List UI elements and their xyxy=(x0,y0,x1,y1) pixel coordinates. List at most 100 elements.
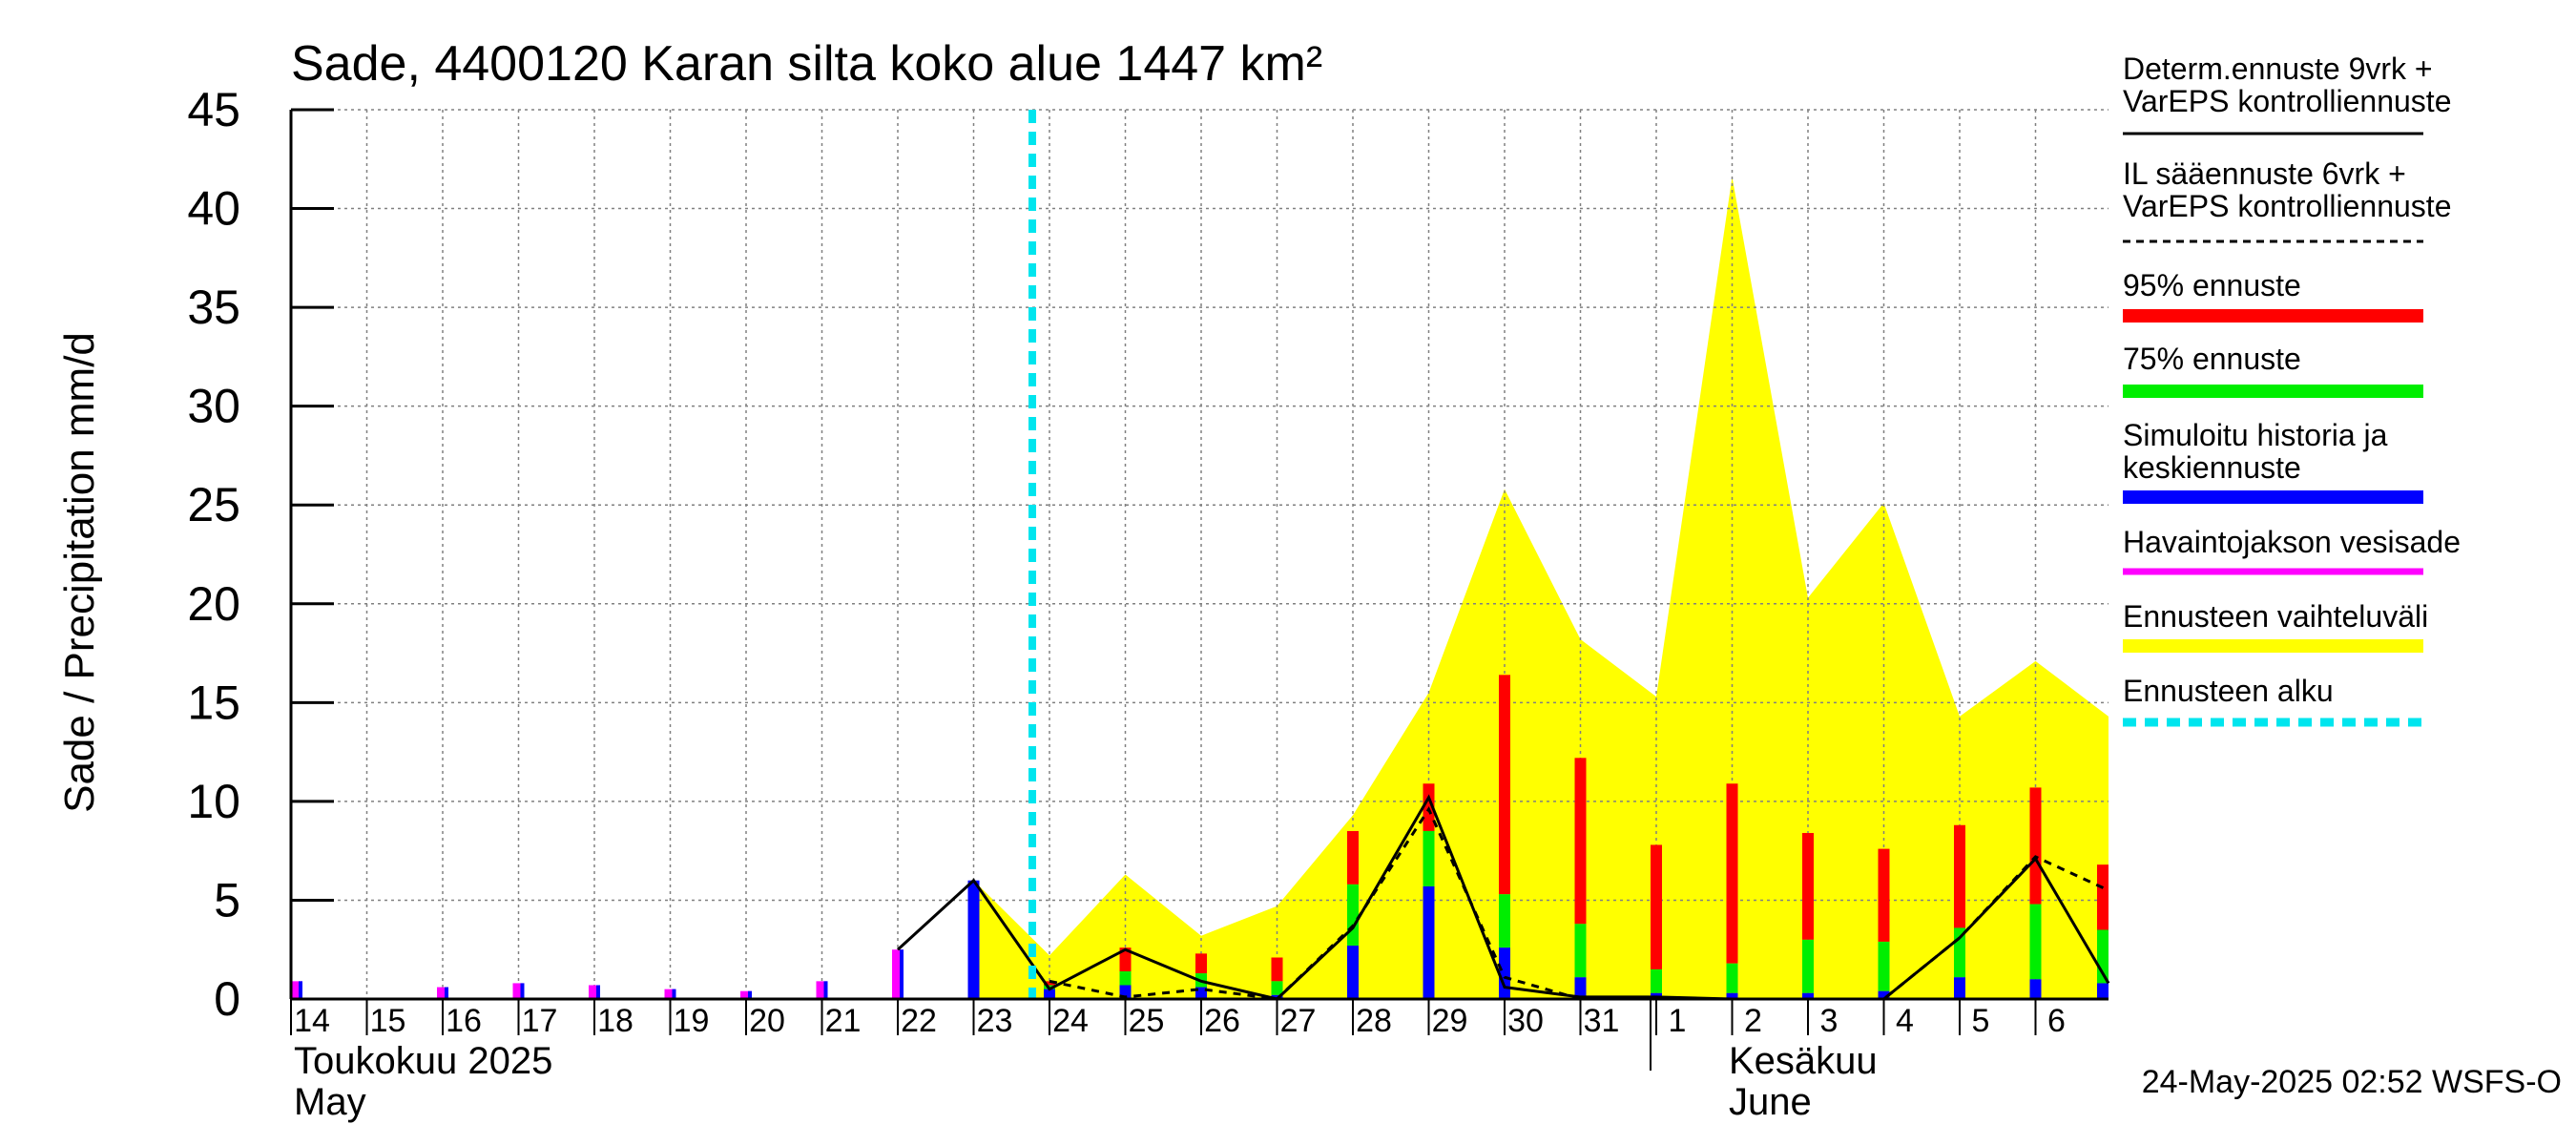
bar-forecast-p50 xyxy=(1878,990,1890,999)
bar-forecast-p50 xyxy=(1044,989,1055,999)
bar-observed-edge xyxy=(900,949,904,999)
x-tick-label: 26 xyxy=(1204,1003,1240,1039)
month-label-may-en: May xyxy=(294,1081,366,1123)
x-tick-label: 20 xyxy=(749,1003,785,1039)
x-tick-label: 18 xyxy=(597,1003,634,1039)
bar-forecast-p50 xyxy=(1195,987,1207,999)
bar-forecast-p50 xyxy=(2029,979,2042,999)
x-tick-label: 19 xyxy=(674,1003,710,1039)
bar-forecast-p95 xyxy=(1726,783,1738,964)
bar-forecast-p95 xyxy=(1271,957,1283,982)
bar-forecast-p95 xyxy=(1574,758,1587,925)
bar-forecast-p95 xyxy=(1878,848,1890,942)
chart-title: Sade, 4400120 Karan silta koko alue 1447… xyxy=(291,36,1322,92)
bar-forecast-p75 xyxy=(1651,968,1662,993)
x-tick-label: 27 xyxy=(1280,1003,1317,1039)
legend-label: 95% ennuste xyxy=(2123,268,2301,302)
bar-forecast-p50 xyxy=(1423,885,1435,999)
y-tick-label: 20 xyxy=(187,577,240,631)
bar-forecast-p75 xyxy=(1347,884,1359,947)
bar-observed-edge xyxy=(748,990,752,999)
x-tick-label: 24 xyxy=(1052,1003,1089,1039)
bar-simulated-history xyxy=(967,880,980,999)
legend-label: keskiennuste xyxy=(2123,450,2301,485)
bars-layer xyxy=(291,675,2109,999)
bar-observed-edge xyxy=(596,985,600,999)
x-tick-label: 28 xyxy=(1356,1003,1392,1039)
bar-observed-edge xyxy=(520,983,525,999)
bar-forecast-p75 xyxy=(1423,830,1435,886)
y-tick-label: 15 xyxy=(187,676,240,729)
il-forecast-line xyxy=(1049,806,2109,1001)
bar-forecast-p95 xyxy=(1802,833,1814,940)
x-tick-label: 2 xyxy=(1744,1003,1762,1039)
bar-forecast-p75 xyxy=(2029,904,2042,980)
bar-forecast-p95 xyxy=(2097,864,2109,930)
bar-forecast-p95 xyxy=(2029,787,2042,905)
x-tick-label: 30 xyxy=(1507,1003,1544,1039)
bar-forecast-p95 xyxy=(1347,830,1359,885)
x-tick-label: 22 xyxy=(901,1003,937,1039)
month-label-june-en: June xyxy=(1729,1081,1812,1123)
bar-observed-edge xyxy=(445,987,448,999)
bar-forecast-p50 xyxy=(1726,992,1738,999)
grid-layer xyxy=(291,109,2109,999)
y-tick-label: 30 xyxy=(187,380,240,433)
bar-forecast-p75 xyxy=(1574,924,1587,978)
legend-label: VarEPS kontrolliennuste xyxy=(2123,84,2451,118)
bar-observed-precip xyxy=(664,989,676,999)
legend-label: Ennusteen vaihteluväli xyxy=(2123,599,2428,634)
ensemble-range-layer xyxy=(973,177,2109,999)
x-tick-label: 4 xyxy=(1896,1003,1914,1039)
legend-label: IL sääennuste 6vrk + xyxy=(2123,156,2406,191)
legend-label: Determ.ennuste 9vrk + xyxy=(2123,52,2433,86)
x-tick-label: 6 xyxy=(2047,1003,2066,1039)
legend-label: VarEPS kontrolliennuste xyxy=(2123,189,2451,223)
bar-forecast-p75 xyxy=(1271,981,1283,995)
bar-forecast-p95 xyxy=(1651,844,1662,969)
bar-forecast-p75 xyxy=(1802,939,1814,993)
bar-observed-edge xyxy=(823,981,828,999)
x-tick-label: 5 xyxy=(1972,1003,1990,1039)
x-tick-label: 23 xyxy=(977,1003,1013,1039)
x-tick-label: 14 xyxy=(294,1003,330,1039)
bar-forecast-p75 xyxy=(1878,941,1890,991)
bar-forecast-p50 xyxy=(1574,977,1587,999)
bar-forecast-p95 xyxy=(1499,675,1510,895)
bar-forecast-p50 xyxy=(1802,992,1814,999)
legend-label: Havaintojakson vesisade xyxy=(2123,525,2461,559)
bar-forecast-p95 xyxy=(1954,824,1965,928)
legend-label: Ennusteen alku xyxy=(2123,674,2334,708)
bar-forecast-p95 xyxy=(1044,981,1055,986)
bar-forecast-p75 xyxy=(1499,894,1510,948)
y-axis-label: Sade / Precipitation mm/d xyxy=(56,332,103,813)
legend: Determ.ennuste 9vrk +VarEPS kontrollienn… xyxy=(2123,52,2461,727)
y-tick-label: 10 xyxy=(187,775,240,828)
x-tick-label: 31 xyxy=(1584,1003,1620,1039)
y-tick-label: 35 xyxy=(187,281,240,334)
bar-forecast-p50 xyxy=(1347,946,1359,999)
x-tick-label: 15 xyxy=(370,1003,406,1039)
x-tick-label: 17 xyxy=(522,1003,558,1039)
bar-forecast-p95 xyxy=(1119,947,1132,972)
y-tick-label: 0 xyxy=(214,972,240,1026)
lines-layer xyxy=(896,110,2110,1001)
y-tick-label: 25 xyxy=(187,478,240,531)
bar-forecast-p50 xyxy=(2097,983,2109,999)
axes-layer xyxy=(289,108,2109,1071)
bar-forecast-p95 xyxy=(1195,953,1207,974)
x-tick-label: 1 xyxy=(1669,1003,1687,1039)
x-tick-label: 25 xyxy=(1129,1003,1165,1039)
bar-forecast-p75 xyxy=(1726,963,1738,993)
bar-observed-edge xyxy=(299,981,302,999)
y-tick-label: 40 xyxy=(187,182,240,236)
x-tick-label: 16 xyxy=(446,1003,482,1039)
month-label-june-fi: Kesäkuu xyxy=(1729,1040,1878,1082)
y-tick-label: 5 xyxy=(214,873,240,926)
timestamp: 24-May-2025 02:52 WSFS-O xyxy=(2142,1064,2562,1100)
bar-forecast-p75 xyxy=(1119,971,1132,986)
legend-label: 75% ennuste xyxy=(2123,342,2301,376)
legend-label: Simuloitu historia ja xyxy=(2123,418,2388,452)
